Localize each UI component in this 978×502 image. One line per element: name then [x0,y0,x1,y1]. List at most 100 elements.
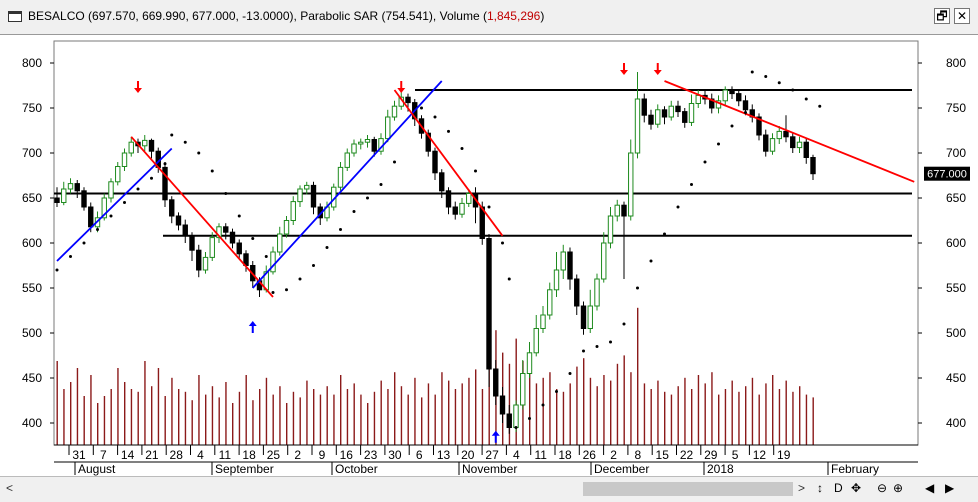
scroll-right-button[interactable]: > [798,481,806,495]
volume-bar [576,366,578,445]
volume-bar [225,382,227,445]
x-day-label: 23 [364,448,378,462]
candle-body [54,197,60,203]
candle-body [614,204,620,217]
y-tick-label-left: 450 [22,371,42,385]
sar-dot [460,147,464,150]
volume-bar [724,389,727,445]
volume-bar [326,386,328,445]
x-day-label: 15 [656,448,670,462]
candle-body [452,206,458,215]
volume-bar [110,389,112,445]
restore-window-button[interactable]: 🗗 [934,8,950,24]
candle-body [513,404,519,428]
scroll-left-button[interactable]: < [6,481,14,495]
sar-dot [96,228,99,231]
previous-icon[interactable]: ◀ [925,481,935,495]
candle-body [81,190,87,208]
sar-dot [568,372,572,375]
chart-area[interactable]: 800 800 750 750 700 700 650 650 600 600 550 550 500 5… [0,34,978,476]
candle-body [236,242,242,255]
x-day-label: 4 [197,448,204,462]
volume-bar [333,394,335,445]
volume-bar [529,368,531,445]
volume-bar [218,397,220,445]
candle-body [432,150,438,174]
close-window-button[interactable]: ✕ [954,8,970,24]
volume-bar [697,375,700,445]
sar-dot [298,277,302,281]
volume-bar [164,396,166,445]
candlestick-chart[interactable]: 800 800 750 750 700 700 650 650 600 600 550 550 500 5… [0,35,978,477]
y-tick-label-left: 600 [22,236,42,250]
volume-bar [144,361,146,445]
volume-bar [738,391,740,445]
volume-bar [785,380,787,445]
volume-bar [252,400,254,445]
vertical-resize-icon[interactable]: ↕ [817,481,823,495]
volume-bar [765,383,767,445]
volume-bar [778,389,781,445]
volume-bar [151,386,153,445]
volume-bar [603,375,605,445]
x-day-label: 22 [680,448,694,462]
next-icon[interactable]: ▶ [945,481,955,495]
volume-bar [596,386,598,445]
sar-dot [183,140,187,144]
candle-body [796,141,803,149]
bottom-toolbar: < > ↕ D ✥ ⊖ ⊕ ◀ ▶ [0,476,978,502]
sar-dot [352,210,356,213]
volume-bar [245,375,247,445]
candle-body [304,184,310,190]
sar-dot [663,232,666,236]
candle-body [486,238,492,370]
candle-body [776,130,782,140]
volume-bar [340,375,342,445]
y-tick-label-left: 800 [22,56,42,70]
volume-bar [650,389,652,445]
volume-bar [468,377,470,445]
candle-body [391,105,398,118]
volume-bar [556,389,558,445]
month-label: 2018 [707,462,734,476]
x-day-label: 25 [267,448,281,462]
candle-body [634,98,641,154]
zoom-in-icon[interactable]: ⊕ [893,481,904,495]
candle-body [553,269,560,291]
volume-bar [292,391,295,445]
pan-icon[interactable]: ✥ [851,481,862,495]
volume-bar [751,377,754,445]
volume-bar [475,369,477,445]
y-tick-label-left: 550 [22,281,42,295]
zoom-out-icon[interactable]: ⊖ [877,481,888,495]
candle-body [162,166,168,201]
volume-bar [407,394,409,445]
x-day-label: 29 [704,448,718,462]
candle-body [182,224,188,237]
title-prefix: BESALCO (697.570, 669.990, 677.000, -13.… [28,9,487,23]
horizontal-scrollbar[interactable] [583,482,793,496]
candle-body [169,199,175,217]
x-day-label: 9 [319,448,326,462]
sar-dot [622,322,626,326]
draw-tool-icon[interactable]: D [834,481,843,495]
candle-body [520,373,526,406]
candle-body [499,395,506,415]
candle-body [668,105,674,118]
window-title: BESALCO (697.570, 669.990, 677.000, -13.… [28,9,544,23]
sar-dot [210,169,214,173]
candle-body [763,134,769,152]
volume-bar [130,389,133,445]
volume-bar [623,355,625,445]
candle-body [270,251,276,273]
plot-frame [53,40,919,446]
volume-bar [171,377,173,445]
x-day-label: 5 [732,448,739,462]
volume-bar [630,372,632,445]
candle-body [506,413,512,428]
volume-bar [90,375,92,445]
sar-dot [676,205,680,209]
month-label: November [462,462,517,476]
sar-dot [555,390,558,393]
volume-bar [805,394,808,445]
